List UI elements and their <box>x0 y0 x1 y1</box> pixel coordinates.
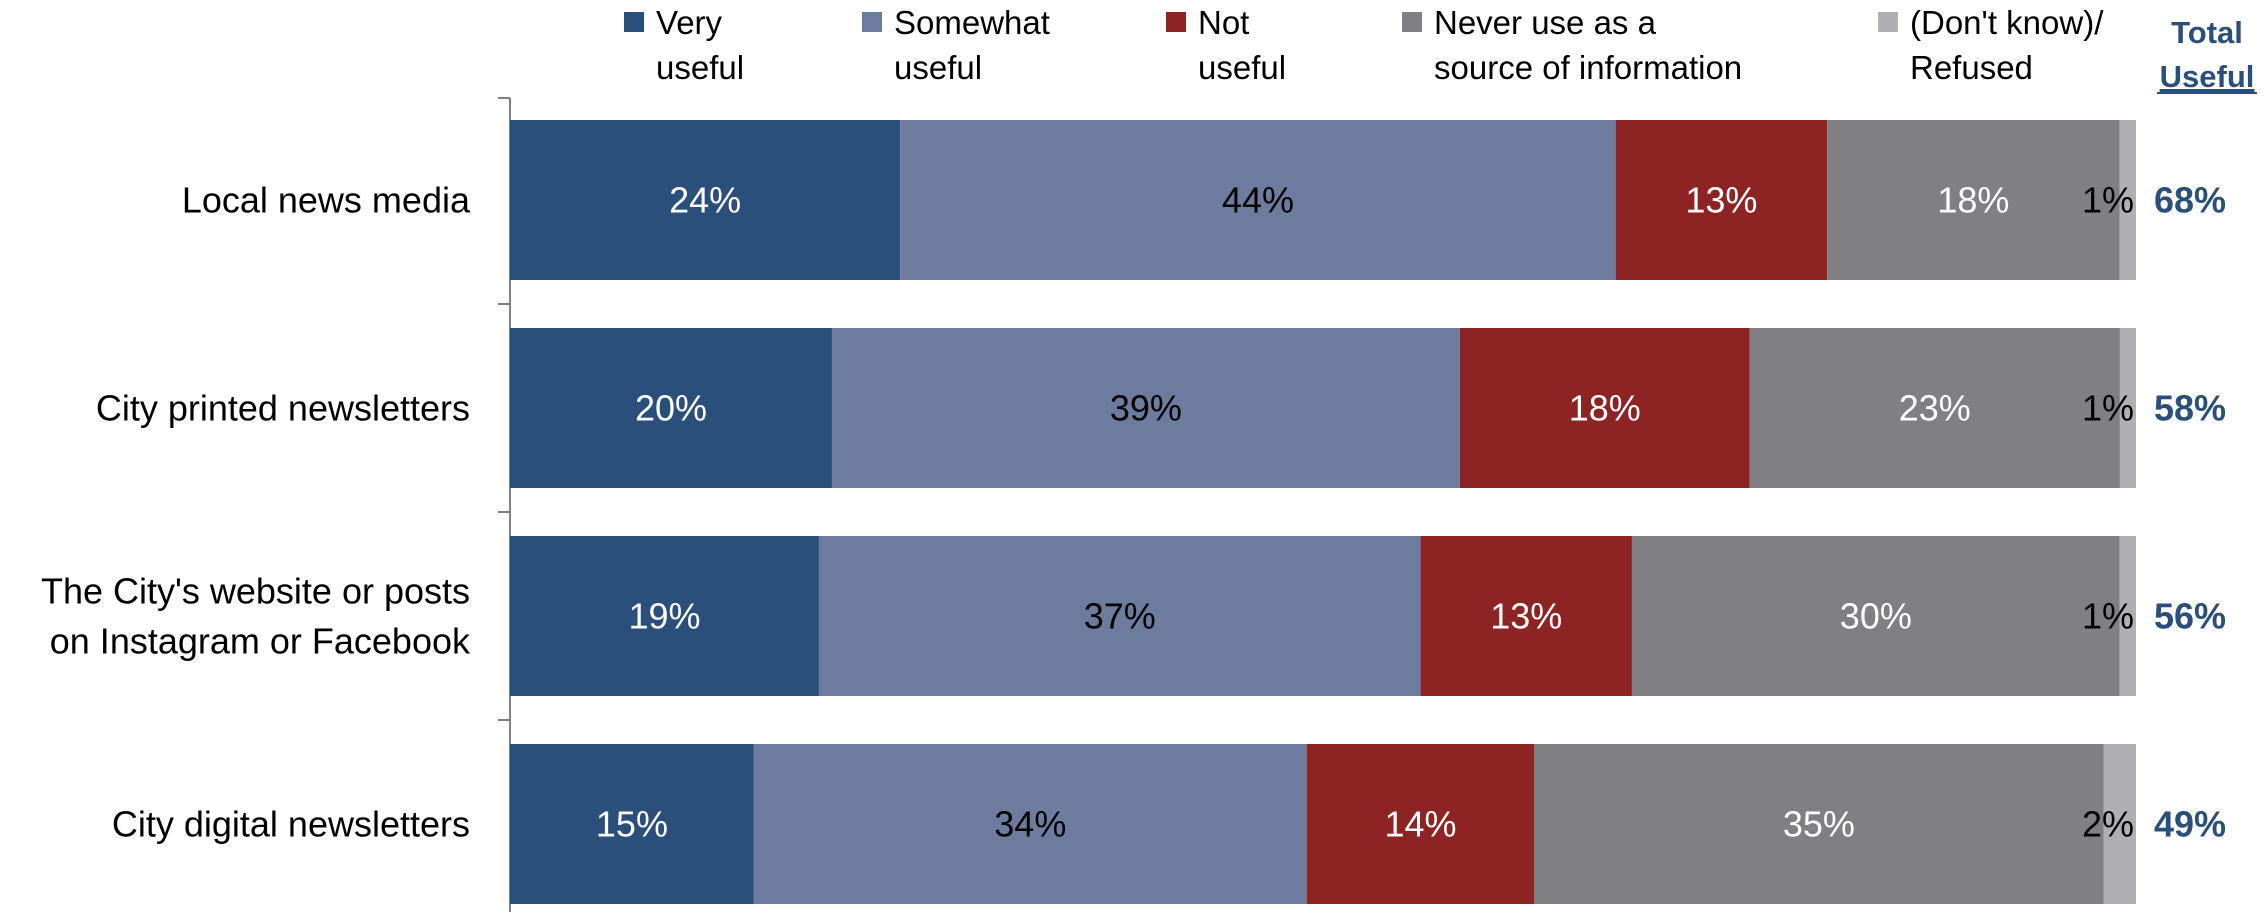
legend-label: Very <box>656 4 723 41</box>
legend-label: useful <box>656 49 744 86</box>
bar-segment <box>510 120 901 280</box>
bar-segment <box>510 536 819 696</box>
bar-segment <box>2119 536 2136 696</box>
category-label: City digital newsletters <box>112 804 470 845</box>
data-label: 13% <box>1490 596 1562 637</box>
bar-segment <box>831 328 1460 488</box>
data-label: 44% <box>1222 180 1294 221</box>
bar-segment <box>1420 536 1632 696</box>
legend-label: Not <box>1198 4 1249 41</box>
bar-segment <box>900 120 1616 280</box>
total-useful-value: 49% <box>2154 804 2226 845</box>
bar-segment <box>1534 744 2104 904</box>
category-label: on Instagram or Facebook <box>50 621 471 662</box>
category-label: City printed newsletters <box>96 388 470 429</box>
total-useful-header: Useful <box>2160 59 2255 94</box>
bar-segment <box>2119 328 2136 488</box>
bar-segment <box>1459 328 1750 488</box>
legend-label: source of information <box>1434 49 1742 86</box>
data-label: 1% <box>2082 388 2134 429</box>
legend-swatch <box>1402 12 1422 32</box>
data-label: 19% <box>628 596 700 637</box>
category-label: The City's website or posts <box>41 571 470 612</box>
total-useful-value: 68% <box>2154 180 2226 221</box>
bar-segment <box>1749 328 2120 488</box>
bar-segment <box>2103 744 2136 904</box>
data-label: 39% <box>1110 388 1182 429</box>
legend-label: Refused <box>1910 49 2033 86</box>
legend-label: (Don't know)/ <box>1910 4 2104 41</box>
legend-swatch <box>1166 12 1186 32</box>
bar-segment <box>818 536 1421 696</box>
data-label: 14% <box>1385 804 1457 845</box>
data-label: 20% <box>635 388 707 429</box>
legend-label: useful <box>894 49 982 86</box>
bar-segment <box>1615 120 1828 280</box>
data-label: 24% <box>669 180 741 221</box>
bar-segment <box>510 744 754 904</box>
legend-swatch <box>624 12 644 32</box>
bar-segment <box>2119 120 2136 280</box>
data-label: 37% <box>1084 596 1156 637</box>
bar-segment <box>1306 744 1535 904</box>
bar-segment <box>1631 536 2120 696</box>
bar-segment <box>753 744 1307 904</box>
total-useful-value: 56% <box>2154 596 2226 637</box>
data-label: 35% <box>1783 804 1855 845</box>
legend-label: Never use as a <box>1434 4 1657 41</box>
data-label: 18% <box>1937 180 2009 221</box>
legend-swatch <box>1878 12 1898 32</box>
category-label: Local news media <box>182 180 471 221</box>
data-label: 2% <box>2082 804 2134 845</box>
data-label: 1% <box>2082 596 2134 637</box>
data-label: 15% <box>596 804 668 845</box>
total-useful-value: 58% <box>2154 388 2226 429</box>
data-label: 30% <box>1840 596 1912 637</box>
bar-segment <box>1827 120 2120 280</box>
data-label: 18% <box>1569 388 1641 429</box>
legend-label: Somewhat <box>894 4 1050 41</box>
data-label: 13% <box>1685 180 1757 221</box>
data-label: 34% <box>994 804 1066 845</box>
legend-swatch <box>862 12 882 32</box>
data-label: 23% <box>1899 388 1971 429</box>
total-useful-header: Total <box>2171 15 2243 50</box>
legend-label: useful <box>1198 49 1286 86</box>
bar-segment <box>510 328 832 488</box>
data-label: 1% <box>2082 180 2134 221</box>
